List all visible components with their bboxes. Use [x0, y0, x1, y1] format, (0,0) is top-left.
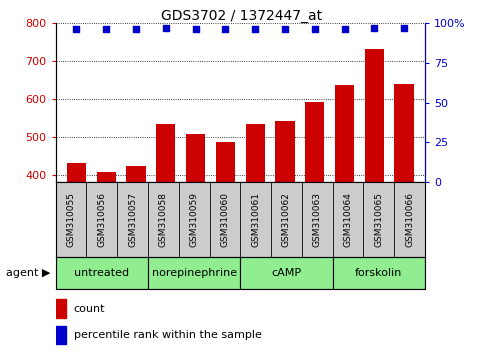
- Text: GSM310056: GSM310056: [97, 192, 106, 247]
- Text: GSM310060: GSM310060: [220, 192, 229, 247]
- Text: GDS3702 / 1372447_at: GDS3702 / 1372447_at: [161, 9, 322, 23]
- Bar: [97, 172, 116, 326]
- Bar: [186, 134, 205, 326]
- Bar: [335, 85, 354, 326]
- Text: GSM310064: GSM310064: [343, 192, 353, 247]
- Bar: [241, 257, 333, 289]
- Point: [370, 25, 378, 31]
- Text: count: count: [73, 304, 105, 314]
- Bar: [365, 49, 384, 326]
- Bar: [56, 299, 66, 318]
- Bar: [216, 142, 235, 326]
- Text: GSM310065: GSM310065: [374, 192, 384, 247]
- Bar: [148, 257, 241, 289]
- Text: norepinephrine: norepinephrine: [152, 268, 237, 278]
- Point: [102, 27, 110, 32]
- Text: GSM310057: GSM310057: [128, 192, 137, 247]
- Text: GSM310055: GSM310055: [67, 192, 75, 247]
- Text: GSM310059: GSM310059: [190, 192, 199, 247]
- Bar: [245, 124, 265, 326]
- Point: [162, 25, 170, 31]
- Bar: [127, 166, 146, 326]
- Bar: [395, 85, 414, 326]
- Bar: [333, 257, 425, 289]
- Bar: [56, 326, 66, 344]
- Text: percentile rank within the sample: percentile rank within the sample: [73, 330, 261, 340]
- Text: GSM310063: GSM310063: [313, 192, 322, 247]
- Point: [72, 27, 80, 32]
- Point: [251, 27, 259, 32]
- Text: untreated: untreated: [74, 268, 129, 278]
- Text: GSM310058: GSM310058: [159, 192, 168, 247]
- Bar: [67, 162, 86, 326]
- Text: cAMP: cAMP: [271, 268, 301, 278]
- Bar: [305, 102, 325, 326]
- Point: [311, 27, 319, 32]
- Point: [192, 27, 199, 32]
- Bar: [275, 121, 295, 326]
- Text: GSM310061: GSM310061: [251, 192, 260, 247]
- Bar: [156, 124, 175, 326]
- Point: [222, 27, 229, 32]
- Text: agent ▶: agent ▶: [6, 268, 51, 278]
- Text: GSM310062: GSM310062: [282, 192, 291, 247]
- Point: [400, 25, 408, 31]
- Point: [341, 27, 348, 32]
- Text: GSM310066: GSM310066: [405, 192, 414, 247]
- Point: [281, 27, 289, 32]
- Point: [132, 27, 140, 32]
- Text: forskolin: forskolin: [355, 268, 402, 278]
- Bar: [56, 257, 148, 289]
